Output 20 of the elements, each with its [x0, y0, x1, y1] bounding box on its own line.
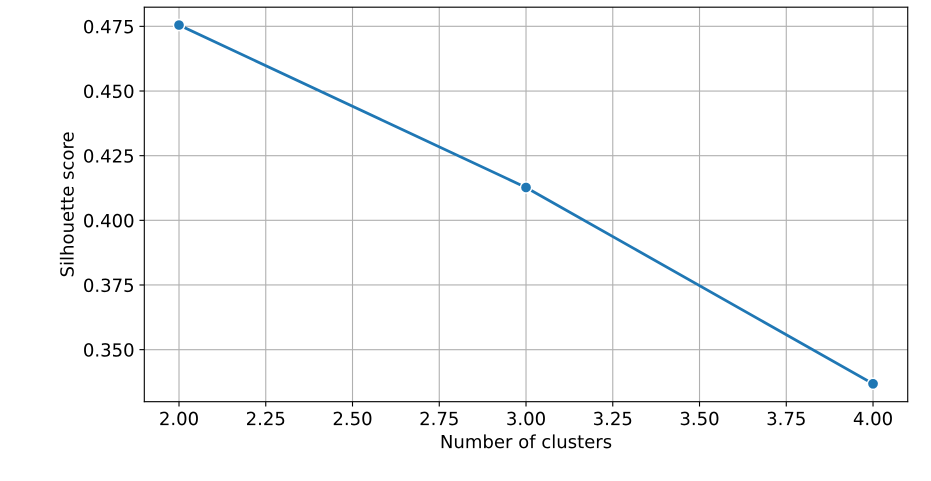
point — [172, 18, 186, 32]
x-tick-label: 2.75 — [420, 412, 458, 426]
x-tick-label: 2.50 — [334, 412, 372, 426]
y-tick-label: 0.350 — [84, 343, 134, 357]
x-tick-label: 4.00 — [854, 412, 892, 426]
x-tick-label: 3.75 — [768, 412, 805, 426]
y-tick-label: 0.375 — [84, 278, 134, 292]
x-tick-label: 2.25 — [246, 412, 284, 426]
y-tick-label: 0.450 — [84, 84, 134, 98]
x-axis-title: Number of clusters — [442, 434, 612, 448]
x-tick-label: 3.25 — [594, 412, 632, 426]
x-tick-label: 3.00 — [507, 412, 545, 426]
x-tick-label: 3.50 — [680, 412, 718, 426]
y-tick-label: 0.425 — [84, 149, 134, 163]
y-tick-label: 0.475 — [84, 20, 134, 34]
y-tick-label: 0.400 — [84, 214, 134, 228]
x-tick-label: 2.00 — [160, 412, 198, 426]
point — [866, 378, 880, 390]
y-axis-title: Silhouette score — [60, 132, 74, 276]
point — [520, 181, 532, 194]
